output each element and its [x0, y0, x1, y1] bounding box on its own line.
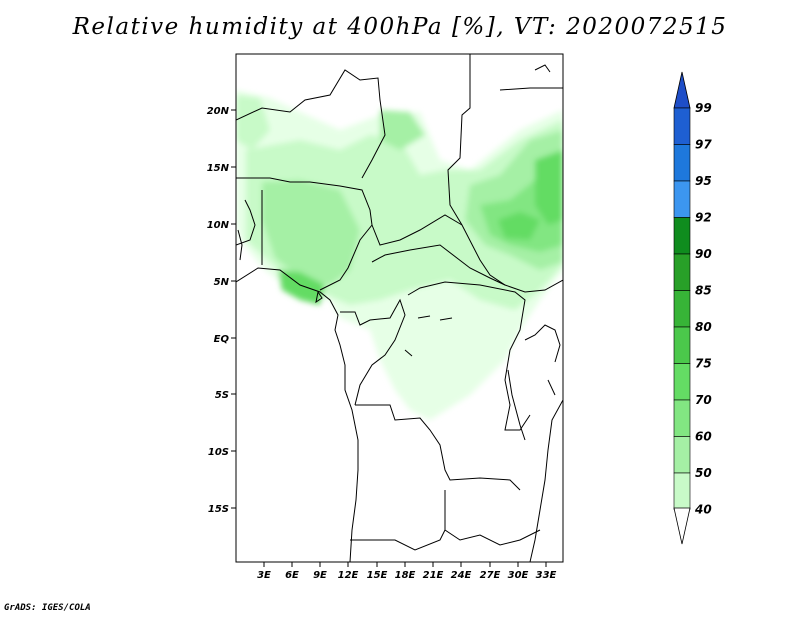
coastlines-borders — [236, 54, 563, 562]
lon-tick-label: 27E — [480, 570, 501, 581]
lon-tick-label: 3E — [257, 570, 271, 581]
colorbar-bottom-arrow — [673, 507, 691, 545]
lon-tick-label: 12E — [338, 570, 359, 581]
credit-text: GrADS: IGES/COLA — [4, 603, 91, 613]
colorbar-label: 40 — [694, 503, 712, 517]
latitude-axis: 20N 15N 10N 5N EQ 5S 10S 15S — [207, 106, 236, 515]
colorbar-swatch — [673, 180, 691, 218]
lon-tick-label: 9E — [313, 570, 327, 581]
colorbar-swatch — [673, 399, 691, 437]
colorbar-label: 80 — [695, 320, 712, 334]
humidity-field — [236, 90, 563, 420]
lon-tick-label: 6E — [285, 570, 299, 581]
colorbar-label: 70 — [695, 393, 712, 407]
lat-tick-label: 10N — [207, 220, 230, 231]
colorbar-swatch — [673, 326, 691, 364]
colorbar-label: 60 — [695, 430, 712, 444]
colorbar-label: 97 — [695, 138, 712, 152]
map-frame — [235, 53, 564, 563]
colorbar-swatch — [673, 107, 691, 145]
colorbar-label: 75 — [695, 357, 712, 371]
colorbar-label: 92 — [695, 211, 712, 225]
lon-tick-label: 30E — [508, 570, 529, 581]
colorbar-label: 90 — [695, 247, 712, 261]
colorbar-swatch — [673, 472, 691, 510]
longitude-axis: 3E 6E 9E 12E 15E 18E 21E 24E 27E 30E 33E — [257, 562, 557, 581]
colorbar-swatch — [673, 253, 691, 291]
lat-tick-label: 20N — [207, 106, 230, 117]
lon-tick-label: 33E — [536, 570, 557, 581]
lat-tick-label: 15S — [208, 504, 229, 515]
lat-tick-label: 10S — [208, 447, 229, 458]
lat-tick-label: 5N — [214, 277, 230, 288]
colorbar-swatch — [673, 436, 691, 474]
lat-tick-label: 5S — [215, 390, 229, 401]
colorbar-swatch — [673, 290, 691, 328]
colorbar-top-arrow — [673, 71, 691, 109]
lon-tick-label: 18E — [395, 570, 416, 581]
lon-tick-label: 24E — [451, 570, 472, 581]
lon-tick-label: 21E — [423, 570, 444, 581]
colorbar: 99 97 95 92 90 85 80 75 70 60 50 40 — [673, 71, 712, 545]
colorbar-label: 85 — [695, 284, 712, 298]
colorbar-swatch — [673, 363, 691, 401]
lon-tick-label: 15E — [367, 570, 388, 581]
lat-tick-label: EQ — [214, 334, 230, 345]
colorbar-label: 50 — [695, 466, 712, 480]
lat-tick-label: 15N — [207, 163, 230, 174]
colorbar-label: 99 — [695, 101, 712, 115]
colorbar-swatch — [673, 144, 691, 182]
map-title: Relative humidity at 400hPa [%], VT: 202… — [72, 14, 728, 40]
colorbar-swatch — [673, 217, 691, 255]
colorbar-label: 95 — [695, 174, 712, 188]
